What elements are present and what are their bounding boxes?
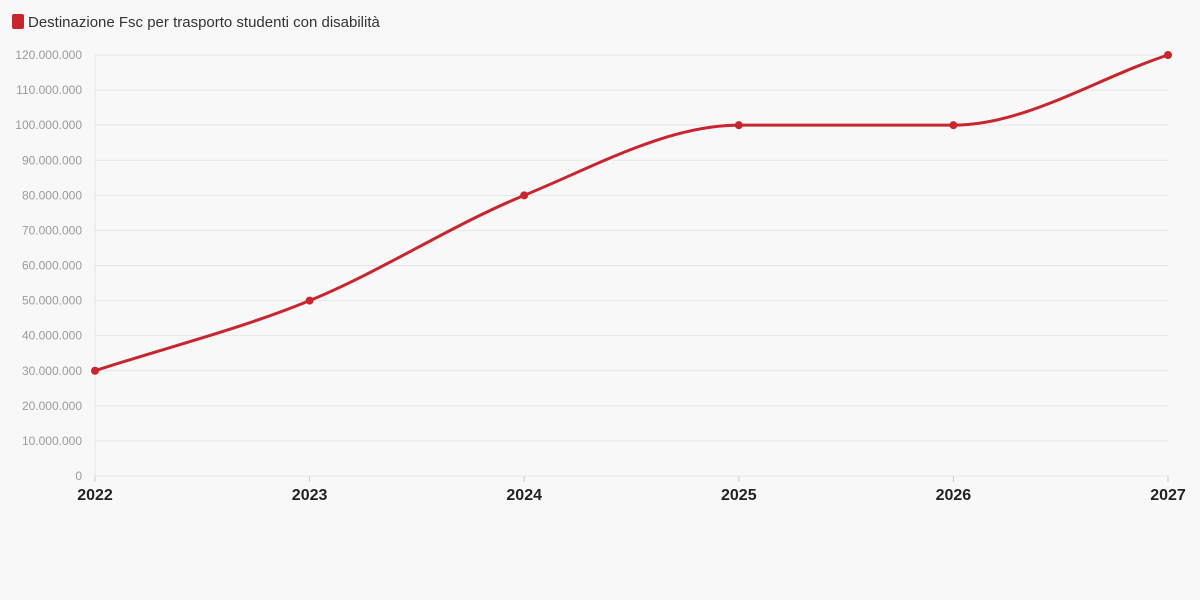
y-axis: 0 10.000.000 20.000.000 30.000.000 40.000.00… xyxy=(15,48,96,483)
legend-label: Destinazione Fsc per trasporto studenti … xyxy=(28,14,381,31)
x-tick-label: 2023 xyxy=(292,487,328,504)
data-point[interactable] xyxy=(734,121,743,130)
y-tick-label: 0 xyxy=(75,469,82,483)
y-tick-label: 100.000.000 xyxy=(15,118,82,132)
y-tick-label: 30.000.000 xyxy=(22,364,82,378)
y-tick-label: 40.000.000 xyxy=(22,329,82,343)
y-tick-label: 90.000.000 xyxy=(22,153,82,167)
data-point[interactable] xyxy=(520,191,529,200)
x-tick-label: 2026 xyxy=(936,487,972,504)
y-tick-label: 60.000.000 xyxy=(22,259,82,273)
y-tick-label: 120.000.000 xyxy=(15,48,82,62)
data-point[interactable] xyxy=(91,366,99,375)
y-tick-label: 50.000.000 xyxy=(22,294,82,308)
x-axis: 2022 2023 2024 2025 2026 2027 xyxy=(77,476,1186,504)
x-tick-label: 2024 xyxy=(506,487,542,504)
legend-swatch xyxy=(12,14,24,29)
data-point[interactable] xyxy=(949,121,958,130)
y-tick-label: 110.000.000 xyxy=(16,83,82,97)
series xyxy=(91,51,1172,375)
y-tick-label: 80.000.000 xyxy=(22,188,82,202)
y-tick-label: 20.000.000 xyxy=(22,399,82,413)
data-point[interactable] xyxy=(305,296,314,305)
y-tick-label: 10.000.000 xyxy=(22,434,82,448)
legend: Destinazione Fsc per trasporto studenti … xyxy=(12,14,381,31)
y-tick-label: 70.000.000 xyxy=(22,223,82,237)
grid xyxy=(95,54,1168,477)
series-line xyxy=(93,53,1170,373)
x-tick-label: 2025 xyxy=(721,487,757,504)
x-tick-label: 2022 xyxy=(77,487,113,504)
x-tick-label: 2027 xyxy=(1150,487,1186,504)
data-point[interactable] xyxy=(1164,51,1172,59)
